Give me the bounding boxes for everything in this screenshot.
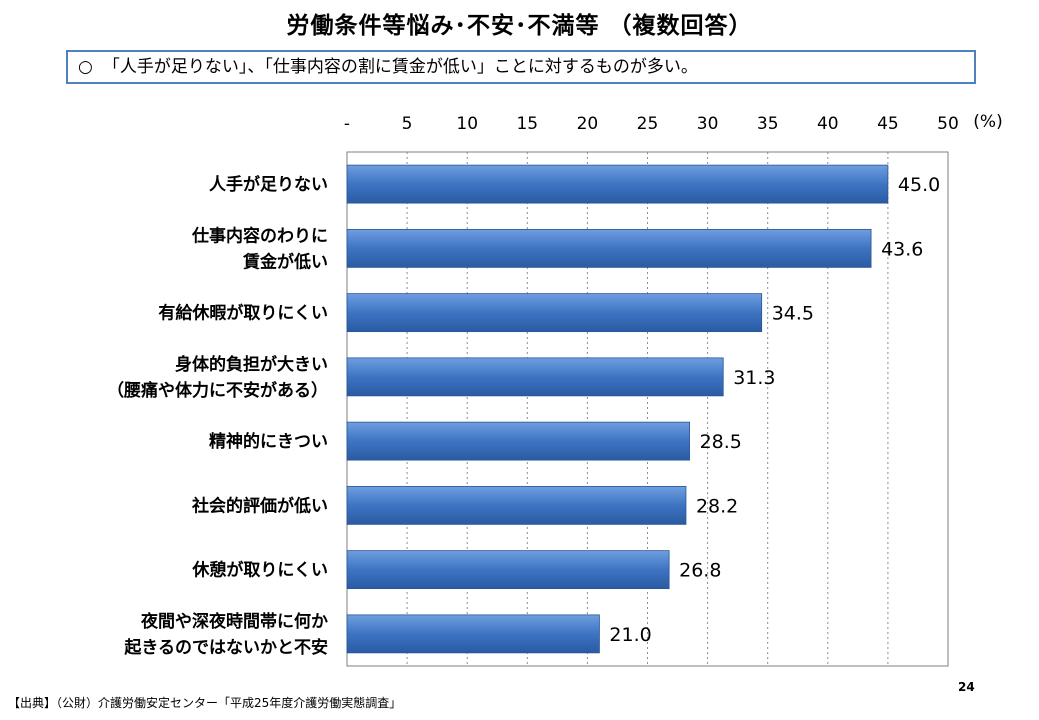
category-label: 賃金が低い (242, 251, 328, 272)
bar (346, 293, 763, 333)
value-label: 28.2 (696, 495, 738, 517)
x-tick-label: 5 (402, 114, 413, 134)
bar (346, 228, 872, 268)
summary-text: 「人手が足りない」、「仕事内容の割に賃金が低い」ことに対するものが多い。 (102, 57, 698, 77)
x-tick-label: 40 (817, 114, 839, 134)
x-tick-label: 10 (456, 114, 478, 134)
unit-label: (%) (973, 112, 1002, 132)
bar (346, 485, 687, 525)
circle-bullet-icon: ○ (78, 57, 93, 77)
category-label: 有給休暇が取りにくい (158, 303, 328, 324)
x-tick-label: - (344, 114, 350, 134)
bar (346, 421, 690, 461)
bar (346, 550, 670, 590)
value-label: 21.0 (609, 624, 651, 646)
value-label: 28.5 (700, 431, 742, 453)
source-note: 【出典】（公財）介護労働安定センター「平成25年度介護労働実態調査」 (8, 696, 402, 710)
category-label: 仕事内容のわりに (191, 225, 328, 246)
value-label: 43.6 (881, 238, 923, 260)
bar (346, 164, 889, 204)
labels: - 5 10 15 20 25 30 35 40 45 50 (%) 45.0 人手が足りない 43.6 仕事… (107, 112, 1003, 658)
value-label: 45.0 (898, 174, 940, 196)
x-tick-label: 50 (937, 114, 959, 134)
bar (346, 357, 724, 397)
summary-box: ○ 「人手が足りない」、「仕事内容の割に賃金が低い」ことに対するものが多い。 (66, 50, 976, 84)
value-label: 31.3 (733, 367, 775, 389)
bars (346, 164, 889, 654)
x-tick-label: 45 (877, 114, 899, 134)
category-label: 起きるのではないかと不安 (123, 637, 328, 658)
category-label: 休憩が取りにくい (191, 560, 328, 581)
category-label: 身体的負担が大きい (175, 354, 328, 375)
category-label: 人手が足りない (209, 174, 328, 195)
category-label: 社会的評価が低い (191, 495, 328, 516)
x-tick-label: 35 (757, 114, 779, 134)
bar (346, 614, 600, 654)
x-tick-label: 30 (697, 114, 719, 134)
category-label: （腰痛や体力に不安がある） (107, 380, 328, 401)
x-tick-label: 20 (577, 114, 599, 134)
category-label: 精神的にきつい (209, 431, 328, 452)
page-title: 労働条件等悩み･不安･不満等 （複数回答） (286, 13, 753, 39)
category-label: 夜間や深夜時間帯に何か (140, 611, 328, 632)
page-number: 24 (958, 680, 975, 694)
x-tick-label: 15 (516, 114, 538, 134)
x-tick-label: 25 (637, 114, 659, 134)
value-label: 26.8 (679, 560, 721, 582)
value-label: 34.5 (772, 303, 814, 325)
